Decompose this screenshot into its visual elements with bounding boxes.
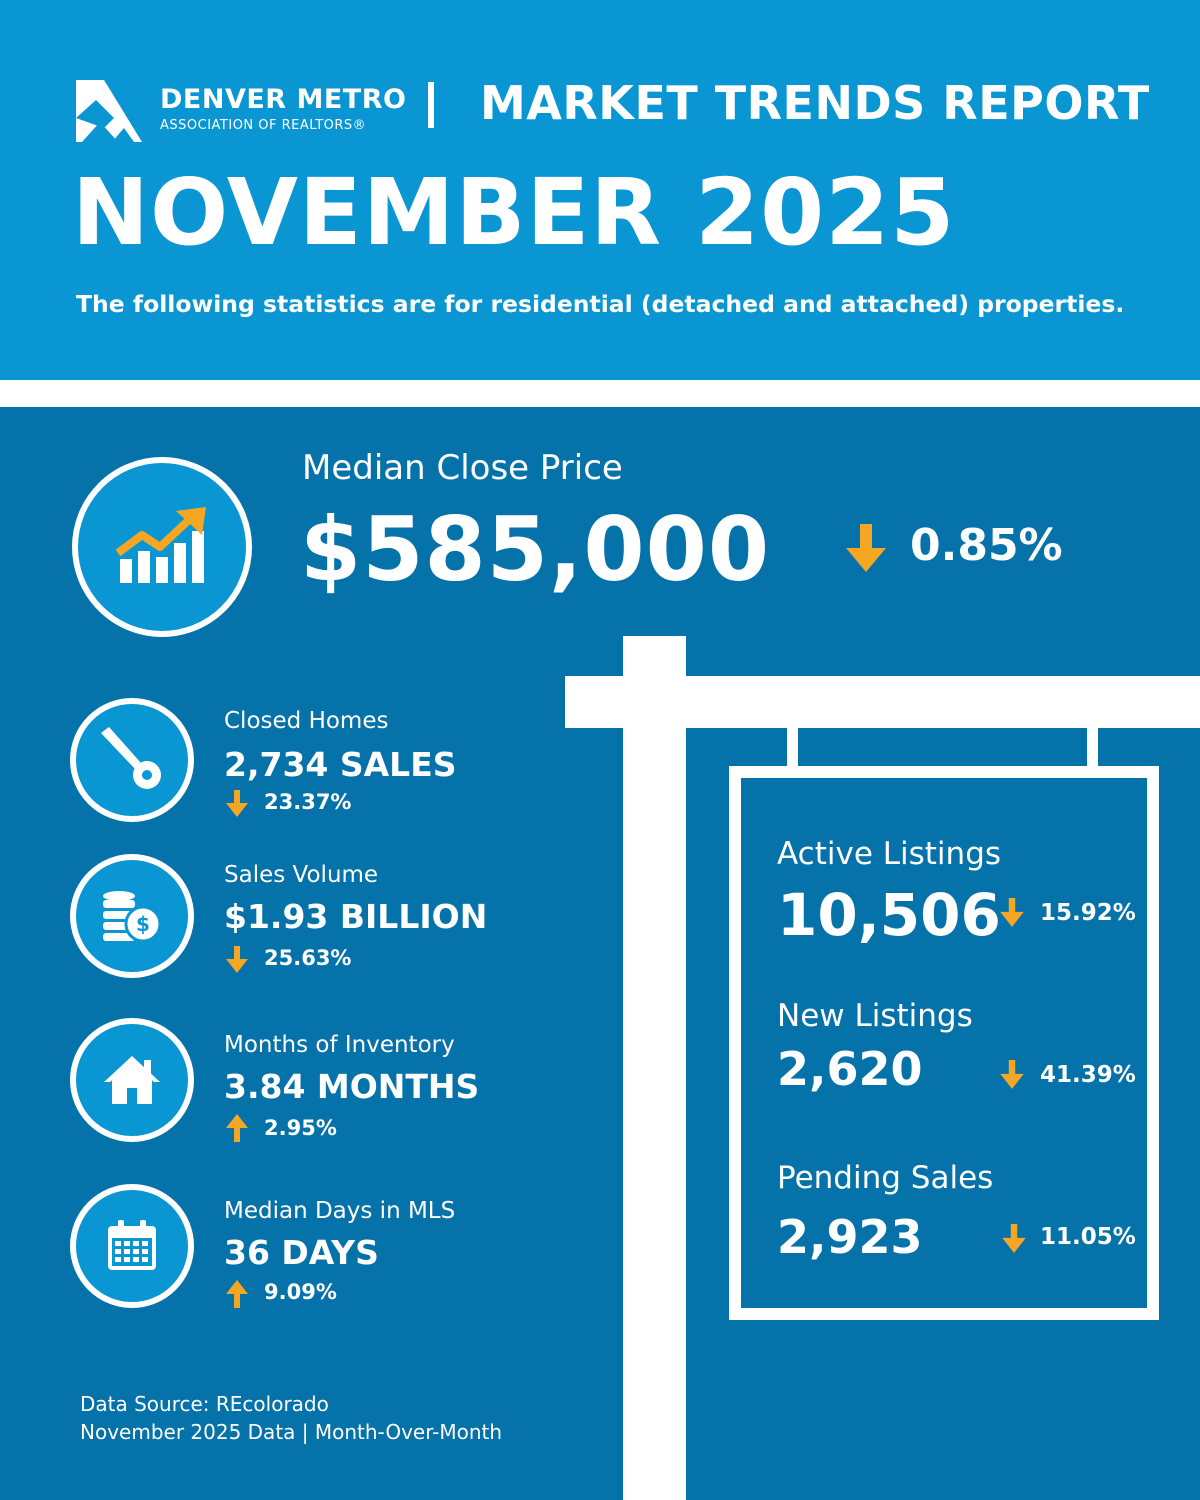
arrow-up-icon [226, 1114, 248, 1142]
new-listings-label: New Listings [777, 998, 973, 1034]
data-note: November 2025 Data | Month-Over-Month [80, 1420, 503, 1444]
sign-beam [565, 676, 1200, 728]
sign-post [623, 636, 686, 1500]
days-in-mls-value: 36 DAYS [224, 1233, 379, 1272]
pending-sales-change: 11.05% [1040, 1224, 1136, 1250]
house-icon [104, 1056, 160, 1104]
coins-icon: $ [103, 891, 162, 943]
days-in-mls-label: Median Days in MLS [224, 1198, 456, 1224]
arrow-down-icon [846, 524, 886, 572]
pending-sales-label: Pending Sales [777, 1160, 994, 1196]
listing-sign-board [729, 766, 1159, 1320]
report-month: NOVEMBER 2025 [72, 159, 956, 266]
inventory-label: Months of Inventory [224, 1032, 455, 1058]
median-price-label: Median Close Price [302, 448, 623, 488]
new-listings-change: 41.39% [1040, 1062, 1136, 1088]
arrow-down-icon [1002, 1224, 1026, 1253]
org-subtitle: ASSOCIATION OF REALTORS® [160, 118, 367, 133]
sign-hook-left [787, 728, 798, 770]
data-source: Data Source: REcolorado [80, 1392, 329, 1416]
svg-text:$: $ [136, 912, 150, 936]
inventory-value: 3.84 MONTHS [224, 1067, 480, 1106]
key-icon [101, 727, 161, 789]
inventory-badge [70, 1018, 194, 1142]
calendar-icon [108, 1220, 156, 1270]
section-divider [0, 380, 1200, 407]
new-listings-value: 2,620 [777, 1042, 923, 1096]
arrow-down-icon [1000, 1060, 1024, 1089]
days-in-mls-change: 9.09% [264, 1280, 337, 1304]
inventory-change: 2.95% [264, 1116, 337, 1140]
sales-volume-badge: $ [70, 854, 194, 978]
sales-volume-label: Sales Volume [224, 862, 379, 888]
sales-volume-change: 25.63% [264, 946, 352, 970]
header-separator [428, 82, 434, 128]
pending-sales-value: 2,923 [777, 1210, 923, 1264]
report-subtitle: The following statistics are for residen… [76, 290, 1125, 318]
arrow-down-icon [226, 946, 248, 973]
active-listings-label: Active Listings [777, 836, 1002, 872]
report-title: MARKET TRENDS REPORT [480, 76, 1150, 130]
median-price-change: 0.85% [910, 520, 1063, 571]
sales-volume-value: $1.93 BILLION [224, 897, 488, 936]
arrow-up-icon [226, 1280, 248, 1308]
active-listings-value: 10,506 [777, 881, 1001, 949]
sign-hook-right [1087, 728, 1098, 770]
closed-homes-label: Closed Homes [224, 708, 389, 734]
median-price-badge [72, 457, 252, 637]
header-banner: DENVER METRO ASSOCIATION OF REALTORS® MA… [0, 0, 1200, 380]
arrow-down-icon [1000, 898, 1024, 927]
org-name: DENVER METRO [160, 84, 407, 115]
closed-homes-value: 2,734 SALES [224, 745, 457, 784]
arrow-down-icon [226, 790, 248, 817]
dmar-logo-icon [76, 80, 142, 142]
days-in-mls-badge [70, 1184, 194, 1308]
closed-homes-change: 23.37% [264, 790, 352, 814]
closed-homes-badge [70, 698, 194, 822]
active-listings-change: 15.92% [1040, 900, 1136, 926]
median-price-value: $585,000 [300, 498, 771, 601]
growth-chart-icon [115, 507, 206, 583]
